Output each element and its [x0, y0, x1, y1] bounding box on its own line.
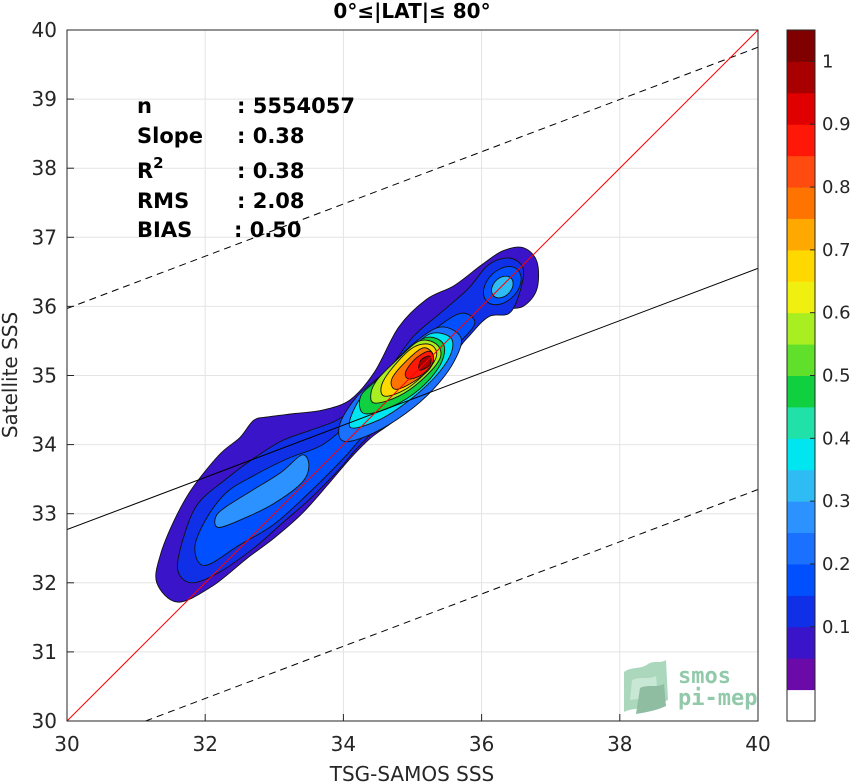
stat-bias-value: : 0.50 — [234, 218, 302, 242]
y-tick-label: 39 — [32, 87, 57, 111]
x-axis-label: TSG-SAMOS SSS — [329, 762, 495, 784]
logo-text-line1: smos — [678, 664, 731, 689]
chart-title: 0°≤|LAT|≤ 80° — [333, 0, 490, 23]
colorbar-segment — [787, 469, 815, 502]
stat-bias-label: BIAS — [137, 218, 192, 242]
colorbar-tick-label: 0.4 — [822, 428, 851, 449]
colorbar-tick-label: 0.9 — [822, 114, 851, 135]
colorbar-tick-label: 1 — [822, 51, 833, 72]
lower-bound-dashed-line — [144, 489, 758, 721]
y-tick-label: 30 — [32, 709, 57, 733]
colorbar-segment — [787, 344, 815, 376]
colorbar-ticks: 0.1 0.2 0.3 0.4 0.5 0.6 0.7 0.8 0.9 1 — [810, 51, 851, 638]
colorbar-tick-label: 0.2 — [822, 554, 851, 575]
colorbar-tick-label: 0.8 — [822, 177, 851, 198]
colorbar-segment — [787, 281, 815, 314]
smos-pi-mep-logo: smos pi-mep — [624, 660, 757, 714]
y-axis-ticks: 30 31 32 33 34 35 36 37 38 39 40 — [32, 18, 74, 733]
colorbar-segment — [787, 155, 815, 188]
y-tick-label: 38 — [32, 156, 57, 180]
y-tick-label: 36 — [32, 294, 57, 318]
colorbar-tick-label: 0.1 — [822, 617, 851, 638]
colorbar-segment — [787, 563, 815, 596]
colorbar-segment — [787, 532, 815, 565]
upper-bound-dashed-line — [67, 46, 758, 309]
y-axis-label: Satellite SSS — [0, 312, 22, 438]
stat-r2-value: : 0.38 — [237, 159, 305, 183]
y-tick-label: 40 — [32, 18, 57, 42]
x-tick-label: 40 — [745, 732, 770, 756]
stat-slope-label: Slope — [137, 124, 203, 148]
stat-n-label: n — [137, 94, 152, 118]
colorbar-segment — [787, 92, 815, 125]
colorbar-tick-label: 0.7 — [822, 240, 851, 261]
x-tick-label: 38 — [607, 732, 632, 756]
stat-r2-label: R2 — [137, 154, 164, 183]
colorbar-segment — [787, 218, 815, 251]
y-tick-label: 35 — [32, 364, 57, 388]
colorbar-tick-label: 0.5 — [822, 366, 851, 387]
x-tick-label: 32 — [192, 732, 217, 756]
colorbar-segment — [787, 406, 815, 439]
colorbar — [787, 30, 815, 722]
colorbar-segment — [787, 312, 815, 345]
stat-rms-value: : 2.08 — [237, 189, 305, 213]
statistics-box: n : 5554057 Slope : 0.38 R2 : 0.38 RMS :… — [137, 94, 355, 242]
logo-waves-icon — [624, 660, 668, 714]
colorbar-segment — [787, 626, 815, 659]
colorbar-tick-label: 0.3 — [822, 491, 851, 512]
y-tick-label: 34 — [32, 433, 57, 457]
stat-rms-label: RMS — [137, 189, 189, 213]
one-to-one-line — [67, 30, 758, 721]
colorbar-segment — [787, 375, 815, 408]
logo-text-line2: pi-mep — [678, 686, 757, 711]
stat-n-value: : 5554057 — [237, 94, 355, 118]
y-tick-label: 32 — [32, 571, 57, 595]
regression-line — [67, 267, 758, 531]
x-tick-label: 34 — [331, 732, 356, 756]
colorbar-segment — [787, 61, 815, 94]
stat-slope-value: : 0.38 — [237, 124, 305, 148]
colorbar-segment — [787, 501, 815, 534]
y-tick-label: 31 — [32, 640, 57, 664]
x-tick-label: 30 — [54, 732, 79, 756]
y-tick-label: 33 — [32, 502, 57, 526]
colorbar-segment — [787, 30, 815, 62]
x-tick-label: 36 — [469, 732, 494, 756]
colorbar-segment — [787, 249, 815, 282]
colorbar-segment — [787, 187, 815, 219]
density-contour — [214, 454, 310, 528]
colorbar-segment — [787, 595, 815, 628]
colorbar-segment — [787, 124, 815, 157]
colorbar-segment — [787, 689, 815, 722]
reference-lines — [67, 30, 758, 721]
density-contours — [155, 246, 540, 603]
density-contour — [491, 275, 514, 299]
colorbar-segment — [787, 658, 815, 691]
x-axis-ticks: 30 32 34 36 38 40 — [54, 714, 771, 756]
y-tick-label: 37 — [32, 225, 57, 249]
colorbar-segment — [787, 438, 815, 471]
colorbar-tick-label: 0.6 — [822, 303, 851, 324]
